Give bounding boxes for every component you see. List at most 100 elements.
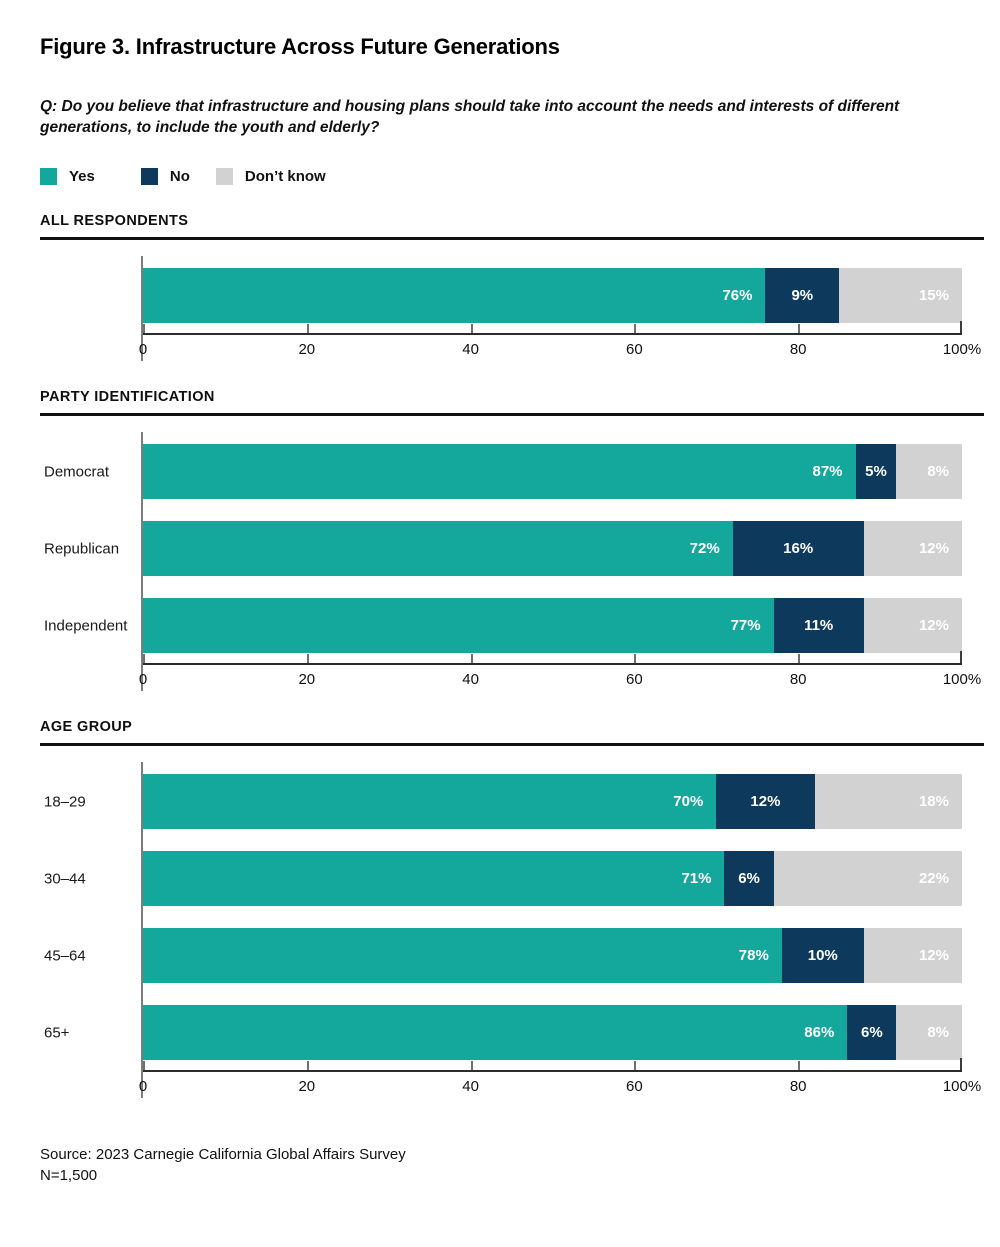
bar-segment-dont-know: 12% — [863, 598, 962, 653]
axis-tick-label: 100% — [942, 1078, 982, 1095]
legend-item-no: No — [140, 168, 190, 185]
stacked-bar: 72% 16% 12% — [143, 521, 962, 576]
axis-tick-label: 40 — [462, 341, 479, 358]
bar-row-30-44: 30–44 71% 6% 22% — [44, 851, 962, 906]
value-label-dont-know: 8% — [927, 463, 949, 480]
survey-question-line-2: generations, to include the youth and el… — [40, 119, 380, 136]
bar-segment-yes: 86% — [143, 1005, 848, 1060]
bar-segment-no: 12% — [716, 774, 815, 829]
axis-tick-label: 20 — [298, 1078, 316, 1095]
source-note: Source: 2023 Carnegie California Global … — [40, 1144, 984, 1186]
axis-tick — [143, 1061, 145, 1070]
axis-tick — [306, 324, 309, 333]
value-label-no: 12% — [750, 793, 781, 810]
value-label-dont-know: 12% — [918, 947, 949, 964]
value-label-dont-know: 12% — [918, 540, 949, 557]
axis-tick — [306, 1061, 309, 1070]
value-label-dont-know: 8% — [927, 1024, 949, 1041]
bar-segment-dont-know: 12% — [863, 928, 962, 983]
category-label: Republican — [44, 540, 120, 557]
bar-segment-yes: 76% — [143, 268, 766, 323]
bar-row-18-29: 18–29 70% 12% 18% — [44, 774, 962, 829]
value-label-yes: 86% — [804, 1024, 835, 1041]
axis-tick — [960, 651, 962, 663]
x-axis-labels: 0 20 40 60 80 100% — [139, 1076, 981, 1098]
axis-tick-label: 60 — [626, 341, 643, 358]
value-label-yes: 72% — [689, 540, 720, 557]
axis-tick — [798, 1061, 801, 1070]
legend-item-dont-know: Don’t know — [215, 168, 326, 185]
x-axis-labels: 0 20 40 60 80 100% — [139, 339, 981, 361]
value-label-yes: 71% — [681, 870, 712, 887]
bar-segment-dont-know: 22% — [773, 851, 962, 906]
axis-tick-label: 60 — [626, 1078, 643, 1095]
bar-segment-yes: 72% — [143, 521, 733, 576]
axis-tick — [798, 324, 801, 333]
chart-all-respondents: 76% 9% 15% 0 20 40 60 80 100% — [40, 256, 984, 361]
value-label-yes: 78% — [738, 947, 769, 964]
bar-segment-no: 9% — [765, 268, 840, 323]
axis-tick — [960, 1058, 962, 1070]
section-heading: AGE GROUP — [40, 719, 133, 735]
legend-item-yes: Yes — [40, 168, 95, 185]
section-heading: PARTY IDENTIFICATION — [40, 389, 215, 405]
value-label-no: 16% — [783, 540, 814, 557]
section-rule — [40, 237, 984, 240]
axis-tick — [634, 654, 637, 663]
section-rule — [40, 743, 984, 746]
bar-segment-dont-know: 12% — [863, 521, 962, 576]
bar-segment-yes: 77% — [143, 598, 774, 653]
bar-segment-yes: 78% — [143, 928, 782, 983]
value-label-no: 9% — [791, 287, 814, 304]
value-label-dont-know: 15% — [918, 287, 949, 304]
section-heading: ALL RESPONDENTS — [40, 213, 189, 229]
bar-segment-no: 5% — [855, 444, 897, 499]
value-label-yes: 87% — [812, 463, 843, 480]
bar-row: 76% 9% 15% — [143, 268, 962, 323]
section-rule — [40, 413, 984, 416]
bar-segment-dont-know: 18% — [814, 774, 962, 829]
axis-tick-label: 0 — [138, 671, 148, 688]
bar-segment-no: 6% — [847, 1005, 897, 1060]
value-label-no: 11% — [804, 617, 834, 634]
x-axis-labels: 0 20 40 60 80 100% — [139, 669, 981, 691]
stacked-bar: 71% 6% 22% — [143, 851, 962, 906]
axis-tick — [143, 654, 145, 663]
value-label-dont-know: 12% — [918, 617, 949, 634]
stacked-bar: 87% 5% 8% — [143, 444, 962, 499]
axis-tick — [470, 324, 473, 333]
axis-tick-label: 100% — [942, 341, 982, 358]
axis-tick-label: 0 — [138, 341, 148, 358]
category-label: 45–64 — [44, 947, 86, 964]
bar-segment-no: 10% — [781, 928, 864, 983]
bar-segment-yes: 70% — [143, 774, 717, 829]
axis-tick-label: 40 — [462, 1078, 479, 1095]
bar-row-independent: Independent 77% 11% 12% — [44, 598, 962, 653]
value-label-dont-know: 22% — [918, 870, 949, 887]
bar-segment-yes: 71% — [143, 851, 725, 906]
section-age-group: AGE GROUP 18–29 70% 12% 18% 30–44 71% 6% — [40, 719, 984, 1098]
value-label-no: 10% — [807, 947, 838, 964]
stacked-bar: 77% 11% 12% — [143, 598, 962, 653]
axis-tick-label: 80 — [789, 1078, 807, 1095]
bar-row-democrat: Democrat 87% 5% 8% — [44, 444, 962, 499]
chart-age-group: 18–29 70% 12% 18% 30–44 71% 6% 22% — [40, 762, 984, 1098]
axis-tick — [798, 654, 801, 663]
legend-swatch-no — [140, 168, 158, 185]
bar-row-65-plus: 65+ 86% 6% 8% — [44, 1005, 962, 1060]
bar-segment-dont-know: 8% — [896, 444, 962, 499]
axis-tick-label: 40 — [462, 671, 479, 688]
category-label: 65+ — [44, 1024, 70, 1041]
axis-tick — [634, 324, 637, 333]
stacked-bar: 78% 10% 12% — [143, 928, 962, 983]
legend-swatch-dont-know — [215, 168, 233, 185]
value-label-yes: 77% — [730, 617, 761, 634]
value-label-yes: 70% — [673, 793, 704, 810]
axis-tick-label: 60 — [626, 671, 643, 688]
category-label: 18–29 — [44, 793, 86, 810]
figure-title: Figure 3. Infrastructure Across Future G… — [40, 34, 560, 59]
survey-question-line-1: Q: Do you believe that infrastructure an… — [40, 98, 900, 115]
axis-tick — [470, 1061, 473, 1070]
axis-tick — [960, 321, 962, 333]
category-label: Democrat — [44, 463, 110, 480]
